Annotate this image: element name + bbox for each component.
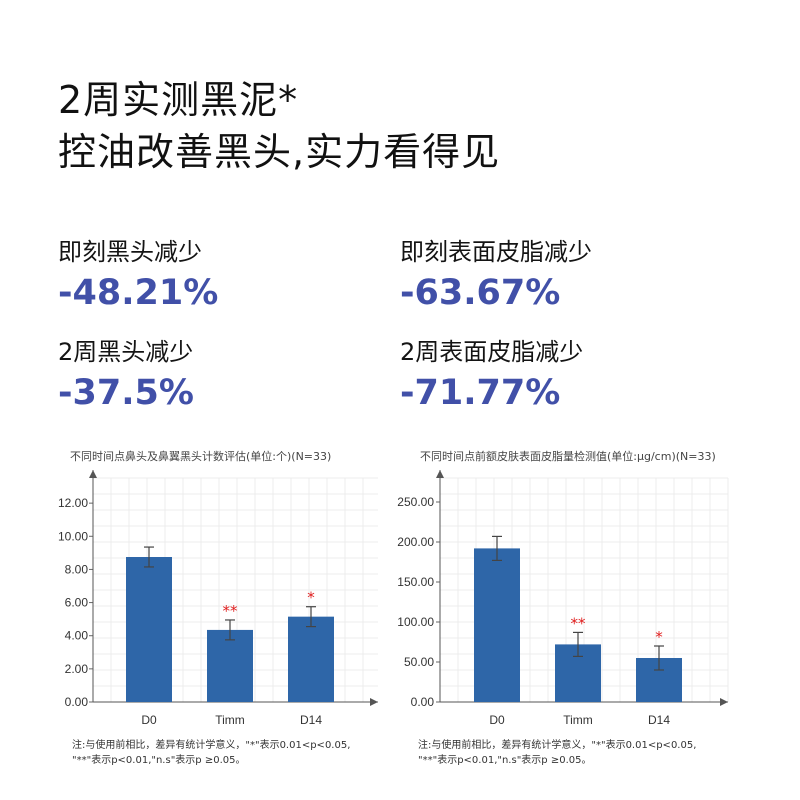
stat-instant-blackhead: 即刻黑头减少 -48.21% [58, 236, 218, 314]
chart-1-footnote: 注:与使用前相比，差异有统计学意义，"*"表示0.01<p<0.05, "**"… [72, 738, 350, 768]
y-tick-label: 100.00 [397, 615, 434, 629]
significance-marker: ** [223, 602, 239, 620]
y-tick-label: 8.00 [65, 562, 89, 576]
bar [288, 616, 334, 702]
y-tick-label: 250.00 [397, 495, 434, 509]
y-tick-label: 50.00 [404, 655, 434, 669]
stat-2week-blackhead: 2周黑头减少 -37.5% [58, 336, 194, 414]
stat-label: 即刻表面皮脂减少 [400, 238, 592, 266]
headline-line-2: 控油改善黑头,实力看得见 [58, 130, 501, 174]
stat-2week-sebum: 2周表面皮脂减少 -71.77% [400, 336, 583, 414]
stat-label: 2周表面皮脂减少 [400, 338, 584, 366]
x-tick-label: D14 [648, 713, 670, 727]
stat-value: -63.67% [400, 273, 561, 313]
y-tick-label: 10.00 [58, 529, 88, 543]
y-axis-arrow [436, 470, 444, 478]
significance-marker: * [307, 589, 315, 607]
chart-2-footnote: 注:与使用前相比，差异有统计学意义，"*"表示0.01<p<0.05, "**"… [418, 738, 696, 768]
stat-label: 2周黑头减少 [58, 338, 194, 366]
headline: 2周实测黑泥* 控油改善黑头,实力看得见 [58, 74, 500, 178]
y-tick-label: 0.00 [65, 695, 89, 709]
y-tick-label: 12.00 [58, 496, 88, 510]
significance-marker: ** [571, 614, 587, 632]
x-tick-label: Timm [563, 713, 593, 727]
footnote-line: 注:与使用前相比，差异有统计学意义，"*"表示0.01<p<0.05, [418, 740, 697, 751]
bar [126, 557, 172, 702]
stat-value: -48.21% [58, 273, 219, 313]
footnote-line: 注:与使用前相比，差异有统计学意义，"*"表示0.01<p<0.05, [72, 740, 351, 751]
y-axis-arrow [89, 470, 97, 478]
y-tick-label: 150.00 [397, 575, 434, 589]
bar [474, 548, 520, 702]
stat-instant-sebum: 即刻表面皮脂减少 -63.67% [400, 236, 592, 314]
y-tick-label: 4.00 [65, 629, 89, 643]
chart-2-title: 不同时间点前额皮肤表面皮脂量检测值(单位:μg/cm)(N=33) [420, 450, 716, 463]
y-tick-label: 6.00 [65, 596, 89, 610]
y-tick-label: 2.00 [65, 662, 89, 676]
y-tick-label: 0.00 [411, 695, 435, 709]
footnote-line: "**"表示p<0.01,"n.s"表示p ≥0.05。 [418, 755, 592, 766]
stat-label: 即刻黑头减少 [58, 238, 202, 266]
stat-value: -71.77% [400, 373, 561, 413]
significance-marker: * [655, 628, 663, 646]
headline-line-1: 2周实测黑泥* [58, 78, 299, 122]
stat-value: -37.5% [58, 373, 194, 413]
x-tick-label: D14 [300, 713, 322, 727]
x-tick-label: D0 [489, 713, 505, 727]
footnote-line: "**"表示p<0.01,"n.s"表示p ≥0.05。 [72, 755, 246, 766]
bar [207, 629, 253, 702]
x-tick-label: Timm [215, 713, 245, 727]
x-axis-arrow [370, 698, 378, 706]
x-axis-arrow [720, 698, 728, 706]
y-tick-label: 200.00 [397, 535, 434, 549]
x-tick-label: D0 [141, 713, 157, 727]
chart-1-title: 不同时间点鼻头及鼻翼黑头计数评估(单位:个)(N=33) [70, 450, 332, 463]
